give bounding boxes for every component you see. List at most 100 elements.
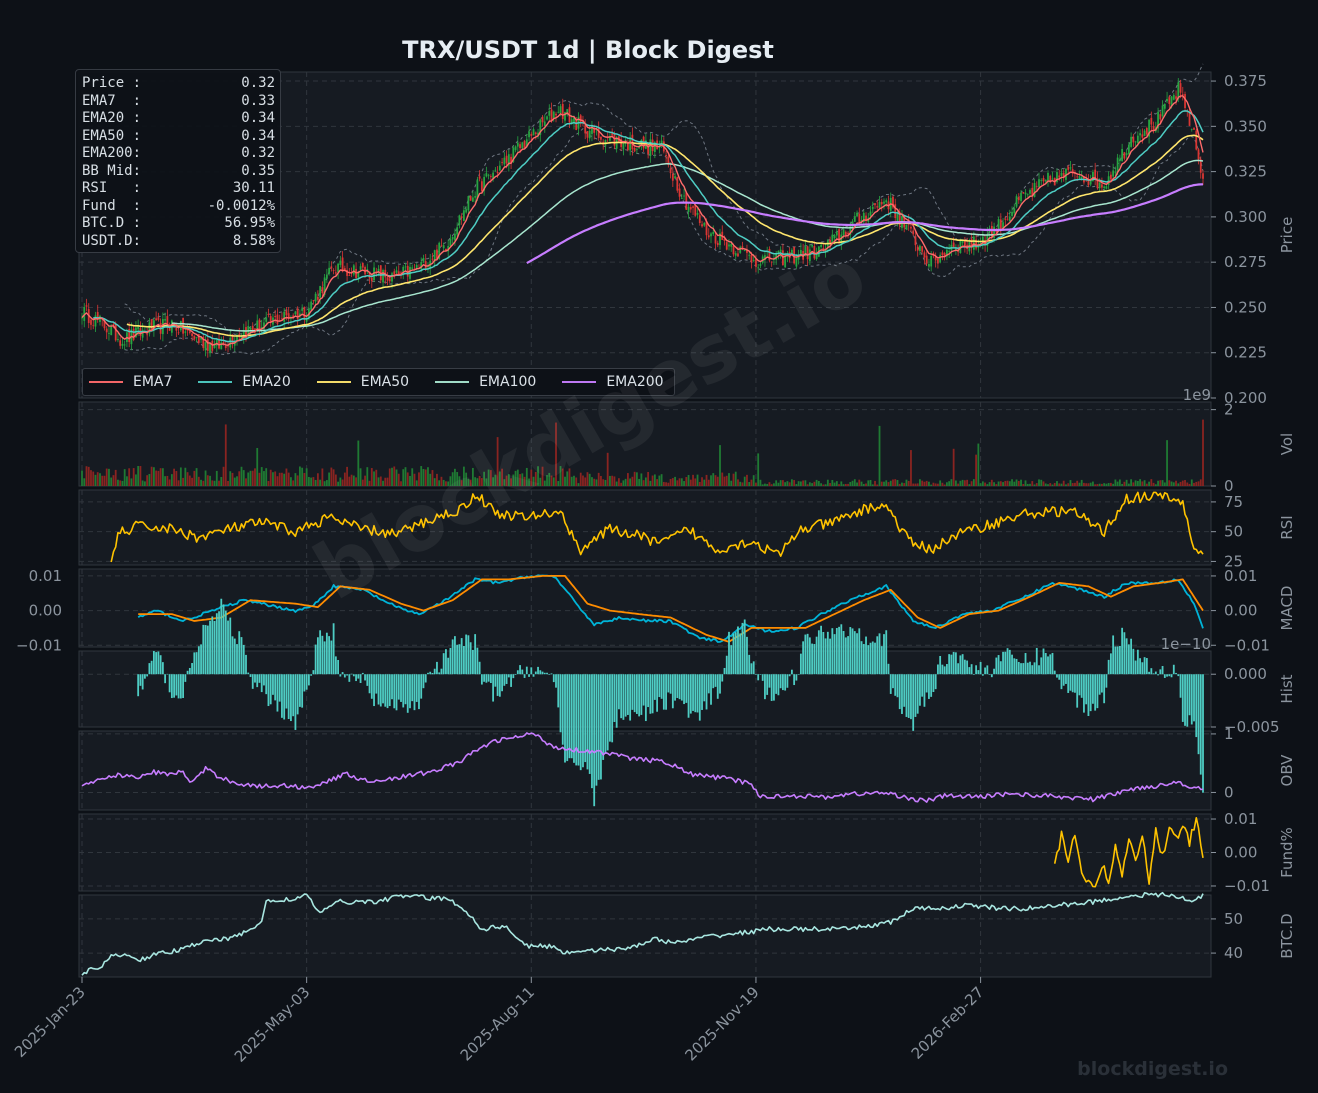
- histogram-bar: [1163, 674, 1166, 678]
- candle-body: [799, 249, 802, 255]
- histogram-bar: [184, 674, 187, 682]
- histogram-bar: [734, 632, 737, 675]
- volume-bar: [797, 481, 800, 486]
- volume-bar: [265, 468, 268, 486]
- histogram-bar: [343, 674, 346, 678]
- histogram-bar: [366, 674, 369, 686]
- volume-bar: [1118, 479, 1121, 486]
- funding-panel: [78, 813, 1212, 892]
- histogram-bar: [191, 663, 193, 675]
- candle-body: [1029, 190, 1031, 194]
- volume-bar: [474, 477, 477, 486]
- volume-bar: [665, 482, 667, 486]
- histogram-bar: [1109, 653, 1112, 675]
- histogram-bar: [144, 674, 146, 679]
- info-row: USDT.D: 8.58%: [82, 233, 275, 251]
- candle-body: [186, 329, 189, 331]
- histogram-bar: [494, 674, 497, 687]
- volume-bar: [1157, 480, 1159, 486]
- candle-body: [613, 133, 616, 146]
- histogram-bar: [139, 674, 142, 686]
- info-row: Fund : -0.0012%: [82, 198, 275, 216]
- candle-body: [638, 147, 641, 149]
- volume-bar: [1105, 483, 1108, 486]
- histogram-bar: [218, 611, 220, 675]
- histogram-bar: [577, 674, 580, 766]
- histogram-bar: [995, 657, 998, 675]
- candle-body: [287, 313, 290, 319]
- histogram-bar: [737, 626, 739, 675]
- volume-bar: [1116, 481, 1119, 486]
- candle-body: [676, 176, 679, 191]
- obv-panel: [78, 730, 1212, 811]
- volume-bar: [1195, 481, 1198, 486]
- volume-bar: [215, 470, 218, 486]
- volume-bar: [92, 471, 95, 486]
- histogram-bar: [379, 674, 382, 707]
- volume-bar: [224, 424, 227, 486]
- candle-body: [454, 233, 456, 241]
- histogram-bar: [732, 633, 735, 675]
- volume-bar: [152, 467, 155, 486]
- volume-bar: [510, 478, 512, 486]
- volume-bar: [402, 469, 405, 486]
- histogram-bar: [141, 674, 144, 690]
- candle-body: [849, 225, 852, 236]
- candle-body: [939, 254, 942, 263]
- histogram-bar: [689, 674, 692, 714]
- histogram-bar: [561, 674, 564, 745]
- y-tick-label: 75: [1224, 493, 1243, 511]
- candle-body: [869, 211, 872, 216]
- volume-bar: [81, 470, 83, 486]
- histogram-bar: [618, 674, 620, 710]
- volume-bar: [1172, 482, 1175, 486]
- candle-body: [292, 315, 295, 318]
- candle-body: [820, 244, 822, 247]
- volume-bar: [409, 475, 411, 486]
- candle-body: [463, 210, 465, 221]
- histogram-bar: [849, 627, 852, 675]
- volume-bar: [849, 481, 852, 486]
- histogram-bar: [1181, 674, 1184, 722]
- candle-body: [1163, 104, 1166, 109]
- candle-body: [1168, 97, 1171, 104]
- candle-body: [728, 244, 730, 247]
- candle-body: [258, 319, 261, 332]
- volume-bar: [1136, 481, 1139, 486]
- candle-body: [543, 121, 546, 126]
- y-tick-label: 0.250: [1224, 298, 1267, 316]
- volume-bar: [314, 479, 317, 486]
- volume-bar: [1080, 479, 1083, 486]
- histogram-bar: [1067, 674, 1070, 693]
- histogram-bar: [853, 631, 856, 675]
- histogram-bar: [1026, 662, 1029, 675]
- histogram-bar: [238, 631, 241, 675]
- volume-bar: [445, 481, 447, 486]
- candle-body: [746, 249, 748, 253]
- candle-body: [1136, 135, 1139, 143]
- candle-body: [945, 249, 948, 257]
- volume-bar: [1092, 481, 1094, 486]
- histogram-bar: [635, 674, 638, 714]
- volume-bar: [1060, 483, 1063, 486]
- candle-body: [485, 173, 488, 177]
- volume-bar: [463, 466, 465, 486]
- bollinger-upper: [124, 63, 1204, 335]
- y-axis-label: MACD: [1278, 586, 1296, 631]
- candle-body: [759, 264, 762, 266]
- histogram-bar: [537, 666, 539, 675]
- candle-body: [687, 206, 690, 212]
- candle-body: [548, 110, 551, 116]
- info-value: 30.11: [232, 180, 275, 196]
- candle-body: [202, 336, 205, 348]
- histogram-bar: [593, 674, 596, 807]
- candle-body: [478, 176, 481, 179]
- histogram-bar: [604, 674, 607, 754]
- histogram-bar: [869, 642, 872, 675]
- volume-bar: [894, 479, 897, 486]
- histogram-bar: [1092, 674, 1094, 704]
- histogram-bar: [373, 674, 375, 707]
- histogram-bar: [449, 647, 452, 675]
- candle-body: [678, 188, 681, 197]
- candle-body: [1051, 178, 1054, 180]
